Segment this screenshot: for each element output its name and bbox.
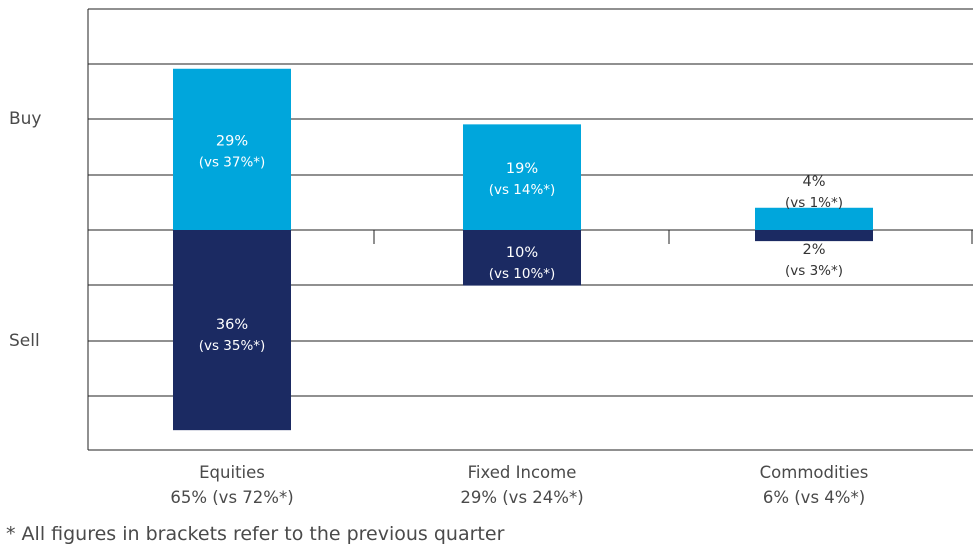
data-label-sell-fixed-income: 10%: [506, 245, 538, 261]
data-label-sell-prev-equities: (vs 35%*): [199, 338, 266, 354]
data-label-buy-prev-equities: (vs 37%*): [199, 154, 266, 170]
data-label-sell-equities: 36%: [216, 317, 248, 333]
bar-sell-fixed-income: [463, 230, 581, 286]
bar-buy-fixed-income: [463, 124, 581, 230]
category-total-commodities: 6% (vs 4%*): [762, 488, 866, 507]
buy-axis-label: Buy: [9, 109, 42, 129]
bar-sell-commodities: [755, 230, 873, 242]
footnote: * All figures in brackets refer to the p…: [6, 523, 505, 545]
data-label-buy-fixed-income: 19%: [506, 161, 538, 177]
category-label-fixed-income: Fixed Income: [467, 463, 577, 482]
data-label-sell-prev-commodities: (vs 3%*): [785, 263, 843, 279]
data-label-buy-prev-commodities: (vs 1%*): [785, 195, 843, 211]
bar-sell-equities: [173, 230, 291, 431]
bars: [173, 68, 873, 431]
category-label-equities: Equities: [199, 463, 265, 482]
category-total-fixed-income: 29% (vs 24%*): [460, 488, 584, 507]
category-total-equities: 65% (vs 72%*): [170, 488, 294, 507]
bar-buy-commodities: [755, 207, 873, 230]
data-label-sell-commodities: 2%: [802, 242, 825, 258]
data-label-sell-prev-fixed-income: (vs 10%*): [489, 266, 556, 282]
bar-labels: 29% (vs 37%*) 36% (vs 35%*) 19% (vs 14%*) 10% (…: [199, 133, 843, 354]
data-label-buy-commodities: 4%: [802, 174, 825, 190]
sell-axis-label: Sell: [9, 331, 40, 351]
data-label-buy-prev-fixed-income: (vs 14%*): [489, 182, 556, 198]
bar-buy-equities: [173, 68, 291, 230]
axis-frame: [87, 9, 973, 450]
data-label-buy-equities: 29%: [216, 133, 248, 149]
category-label-commodities: Commodities: [759, 463, 869, 482]
